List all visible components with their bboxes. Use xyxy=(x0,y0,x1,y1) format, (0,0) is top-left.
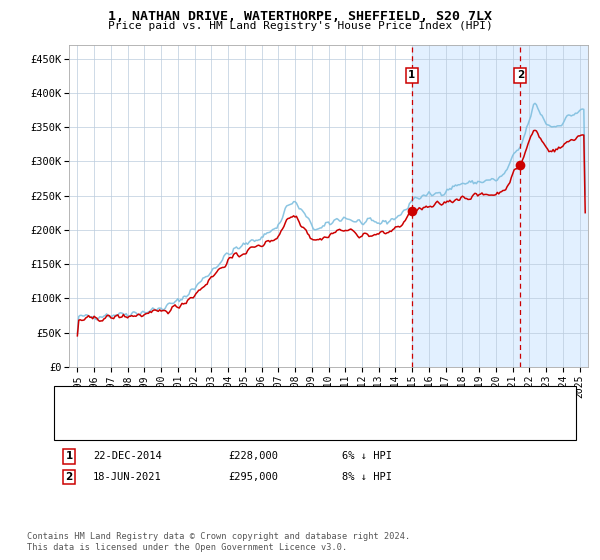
Text: ——: —— xyxy=(69,421,84,435)
Text: 1, NATHAN DRIVE, WATERTHORPE, SHEFFIELD, S20 7LX (detached house): 1, NATHAN DRIVE, WATERTHORPE, SHEFFIELD,… xyxy=(99,396,481,407)
Text: 8% ↓ HPI: 8% ↓ HPI xyxy=(342,472,392,482)
Text: 22-DEC-2014: 22-DEC-2014 xyxy=(93,451,162,461)
Text: 6% ↓ HPI: 6% ↓ HPI xyxy=(342,451,392,461)
Text: 1: 1 xyxy=(65,451,73,461)
Bar xyxy=(412,45,588,367)
Text: ——: —— xyxy=(69,395,84,408)
Text: Price paid vs. HM Land Registry's House Price Index (HPI): Price paid vs. HM Land Registry's House … xyxy=(107,21,493,31)
Text: 2: 2 xyxy=(65,472,73,482)
Text: 1: 1 xyxy=(408,71,415,81)
Text: Contains HM Land Registry data © Crown copyright and database right 2024.
This d: Contains HM Land Registry data © Crown c… xyxy=(27,532,410,552)
Text: 2: 2 xyxy=(517,71,524,81)
Text: £228,000: £228,000 xyxy=(228,451,278,461)
Text: HPI: Average price, detached house, Sheffield: HPI: Average price, detached house, Shef… xyxy=(99,423,364,433)
Text: 18-JUN-2021: 18-JUN-2021 xyxy=(93,472,162,482)
Text: £295,000: £295,000 xyxy=(228,472,278,482)
Text: 1, NATHAN DRIVE, WATERTHORPE, SHEFFIELD, S20 7LX: 1, NATHAN DRIVE, WATERTHORPE, SHEFFIELD,… xyxy=(108,10,492,22)
